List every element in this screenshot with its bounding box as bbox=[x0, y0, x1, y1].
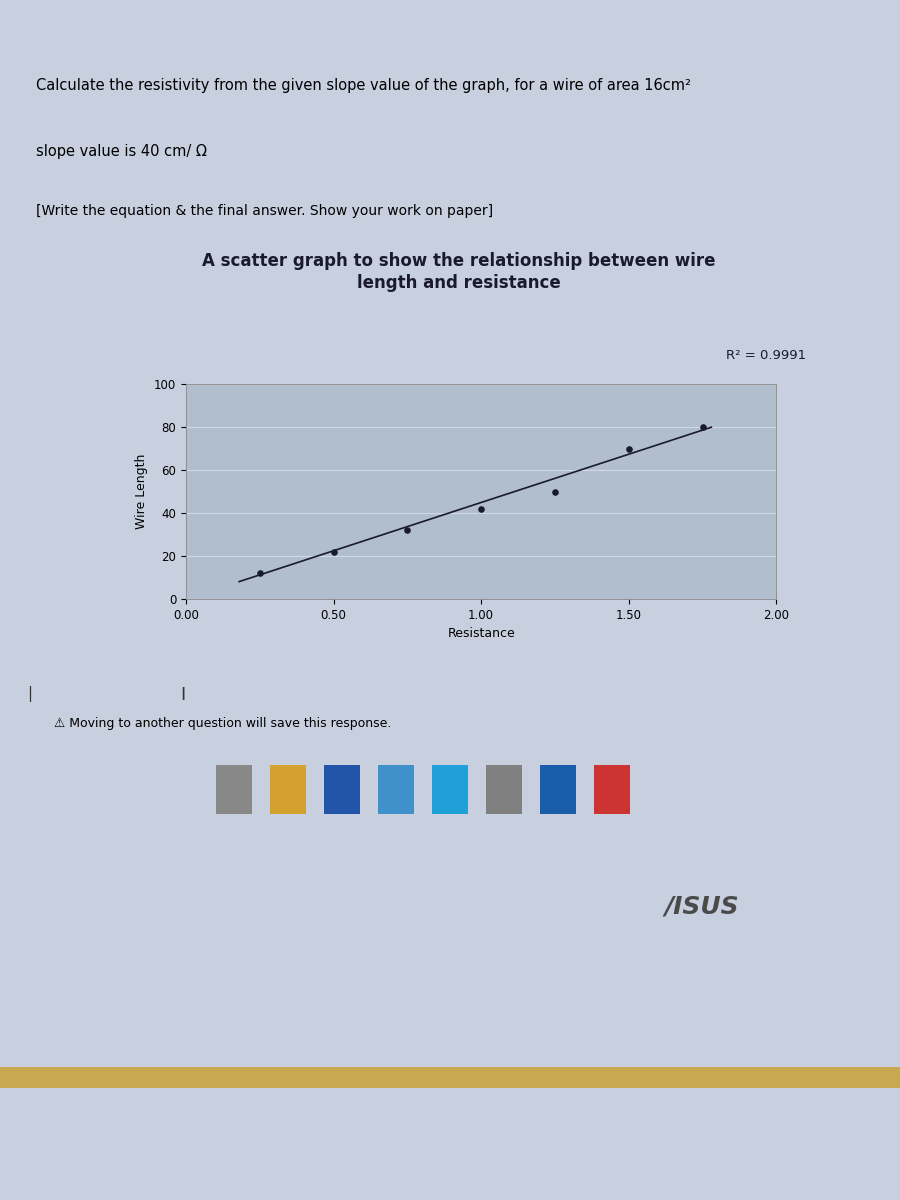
Bar bbox=[594, 764, 630, 814]
Bar bbox=[432, 764, 468, 814]
Bar bbox=[486, 764, 522, 814]
Bar bbox=[216, 764, 252, 814]
Text: I: I bbox=[180, 685, 185, 703]
Point bbox=[622, 439, 636, 458]
Point bbox=[253, 564, 267, 583]
Text: ⚠ Moving to another question will save this response.: ⚠ Moving to another question will save t… bbox=[54, 718, 392, 731]
Text: R² = 0.9991: R² = 0.9991 bbox=[725, 349, 806, 362]
Bar bbox=[324, 764, 360, 814]
X-axis label: Resistance: Resistance bbox=[447, 628, 515, 640]
Text: A scatter graph to show the relationship between wire
length and resistance: A scatter graph to show the relationship… bbox=[202, 252, 716, 292]
Bar bbox=[270, 764, 306, 814]
Text: slope value is 40 cm/ Ω: slope value is 40 cm/ Ω bbox=[36, 144, 207, 158]
Point bbox=[696, 418, 710, 437]
Point bbox=[548, 482, 562, 502]
Point bbox=[327, 542, 341, 562]
Bar bbox=[378, 764, 414, 814]
Text: /ISUS: /ISUS bbox=[665, 895, 739, 919]
Point bbox=[400, 521, 415, 540]
Text: [Write the equation & the final answer. Show your work on paper]: [Write the equation & the final answer. … bbox=[36, 204, 493, 218]
Bar bbox=[540, 764, 576, 814]
Bar bbox=[0, 1068, 900, 1087]
Text: Calculate the resistivity from the given slope value of the graph, for a wire of: Calculate the resistivity from the given… bbox=[36, 78, 691, 92]
Point bbox=[474, 499, 489, 518]
Text: |: | bbox=[27, 686, 32, 702]
Y-axis label: Wire Length: Wire Length bbox=[135, 454, 148, 529]
